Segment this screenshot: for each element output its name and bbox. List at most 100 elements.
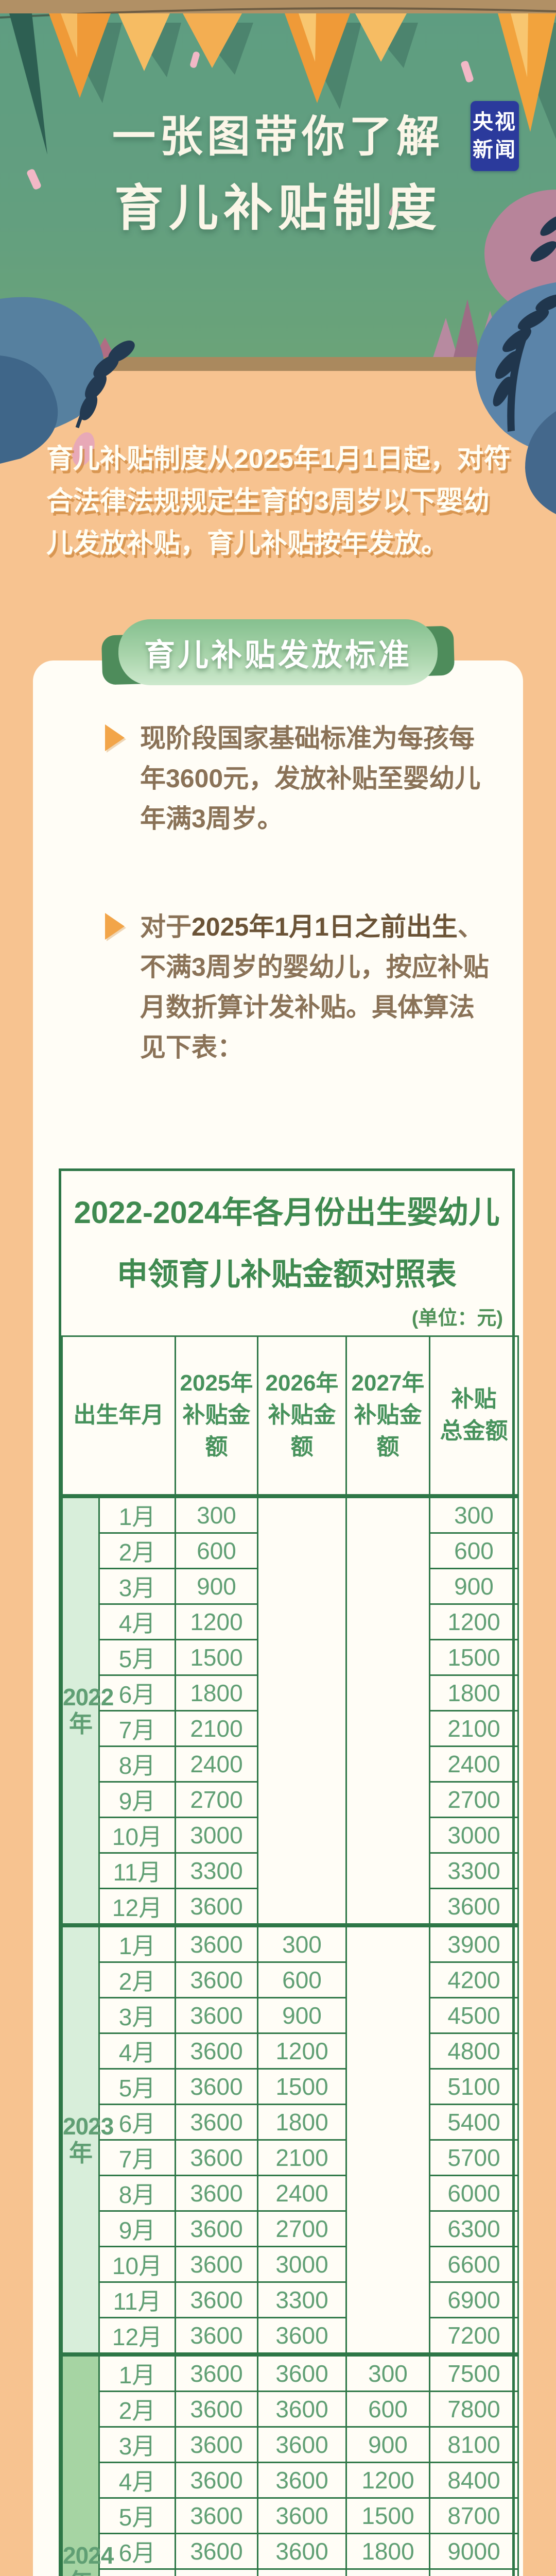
table-cell: 1800 xyxy=(257,2103,347,2141)
bullet-text-part: 、不满3周岁的婴幼儿，按应补贴月数折算计发补贴。具体算法见下表： xyxy=(140,912,489,1062)
bunting-flags-icon xyxy=(0,7,556,155)
table-cell: 2024年 xyxy=(61,2352,114,2576)
triangle-bullet-icon xyxy=(105,724,125,751)
table-cell: 3600 xyxy=(175,2352,258,2392)
triangle-bullet-icon xyxy=(105,913,125,940)
col-header-2027: 2027年 补贴金额 xyxy=(345,1335,430,1497)
table-cell: 1月 xyxy=(98,2352,176,2392)
table-cell: 2100 xyxy=(429,1709,519,1747)
table-cell: 1800 xyxy=(429,1674,519,1711)
table-cell: 5月 xyxy=(98,2067,176,2105)
table-cell: 1500 xyxy=(345,2497,430,2534)
table-cell xyxy=(345,1494,430,1926)
table-cell: 3600 xyxy=(175,2174,258,2212)
logo-text-line2: 新闻 xyxy=(473,139,517,161)
table-cell: 3900 xyxy=(429,1923,519,1963)
table-cell: 2023 年 xyxy=(61,1923,114,2355)
table-cell: 4月 xyxy=(98,2461,176,2499)
table-cell: 4月 xyxy=(98,1603,176,1640)
table-cell: 3600 xyxy=(175,2316,258,2355)
table-cell: 3600 xyxy=(257,2461,347,2499)
table-cell: 900 xyxy=(429,1567,519,1605)
table-cell: 3600 xyxy=(175,2532,258,2570)
table-cell: 3600 xyxy=(175,2103,258,2141)
table-cell: 1200 xyxy=(257,2032,347,2070)
intro-text: 育儿补贴制度从2025年1月1日起，对符合法律法规规定生育的3周岁以下婴幼儿发放… xyxy=(46,444,511,558)
table-cell: 11月 xyxy=(98,1852,176,1889)
table-cell: 2700 xyxy=(257,2210,347,2247)
table-cell: 11月 xyxy=(98,2281,176,2318)
table-cell: 2月 xyxy=(98,1961,176,1998)
cctv-news-logo: 央视 新闻 xyxy=(471,101,519,171)
table-cell: 300 xyxy=(257,1923,347,1963)
table-cell: 6600 xyxy=(429,2245,519,2283)
table-cell: 5400 xyxy=(429,2103,519,2141)
table-cell: 2400 xyxy=(429,1745,519,1783)
table-cell: 3600 xyxy=(175,2461,258,2499)
table-cell: 3600 xyxy=(175,2497,258,2534)
table-cell: 10月 xyxy=(98,2245,176,2283)
table-cell: 8100 xyxy=(429,2426,519,2463)
table-cell: 6000 xyxy=(429,2174,519,2212)
table-cell xyxy=(257,1494,347,1926)
table-cell: 8400 xyxy=(429,2461,519,2499)
table-cell: 3600 xyxy=(175,2139,258,2176)
table-cell: 3300 xyxy=(429,1852,519,1889)
subsidy-table-body: 2022 年 1月 300 300 2月 600 600 3月 900 900 4月 1200 1200 5… xyxy=(61,1494,519,2576)
table-cell: 3600 xyxy=(175,1996,258,2034)
table-cell: 900 xyxy=(257,1996,347,2034)
table-title-line2: 申领育儿补贴金额对照表 xyxy=(117,1257,457,1292)
table-cell: 3600 xyxy=(175,2426,258,2463)
table-cell: 12月 xyxy=(98,2316,176,2355)
poster-title-line1: 一张图带你了解 xyxy=(112,112,444,161)
poster-title-line2: 育儿补贴制度 xyxy=(114,181,442,236)
subsidy-table-box: 2022-2024年各月份出生婴幼儿 申领育儿补贴金额对照表 (单位：元) 出生… xyxy=(59,1168,519,2576)
table-cell: 1800 xyxy=(345,2532,430,2570)
table-cell: 3000 xyxy=(175,1816,258,1854)
table-cell xyxy=(345,1923,430,2355)
table-cell: 3600 xyxy=(175,2245,258,2283)
col-header-total: 补贴 总金额 xyxy=(429,1335,519,1497)
table-cell: 7800 xyxy=(429,2390,519,2428)
table-cell: 300 xyxy=(175,1494,258,1534)
table-cell: 3600 xyxy=(175,2067,258,2105)
table-cell: 6300 xyxy=(429,2210,519,2247)
table-cell: 3300 xyxy=(175,1852,258,1889)
table-cell: 900 xyxy=(345,2426,430,2463)
table-cell: 8700 xyxy=(429,2497,519,2534)
table-cell: 5月 xyxy=(98,2497,176,2534)
table-cell: 3600 xyxy=(175,2390,258,2428)
table-cell: 3600 xyxy=(257,2352,347,2392)
table-cell: 4200 xyxy=(429,1961,519,1998)
table-cell: 9300 xyxy=(429,2568,519,2576)
table-cell: 10月 xyxy=(98,1816,176,1854)
table-cell: 2022 年 xyxy=(61,1494,114,1926)
table-cell: 4500 xyxy=(429,1996,519,2034)
table-cell: 2月 xyxy=(98,2390,176,2428)
table-cell: 7月 xyxy=(98,2568,176,2576)
table-cell: 3月 xyxy=(98,2426,176,2463)
table-cell: 6900 xyxy=(429,2281,519,2318)
table-cell: 900 xyxy=(175,1567,258,1605)
bullet-text-bold: 2025年1月1日之前出生 xyxy=(192,912,458,941)
table-cell: 3000 xyxy=(429,1816,519,1854)
table-cell: 2100 xyxy=(345,2568,430,2576)
bullet-item: 对于2025年1月1日之前出生、不满3周岁的婴幼儿，按应补贴月数折算计发补贴。具… xyxy=(105,907,496,1067)
bullet-text: 对于2025年1月1日之前出生、不满3周岁的婴幼儿，按应补贴月数折算计发补贴。具… xyxy=(140,907,495,1067)
table-cell: 3600 xyxy=(175,2210,258,2247)
table-cell: 3600 xyxy=(429,1887,519,1926)
table-cell: 3600 xyxy=(175,1887,258,1926)
table-cell: 3600 xyxy=(175,1923,258,1963)
col-header-birth: 出生年月 xyxy=(61,1335,176,1497)
table-cell: 3600 xyxy=(175,1961,258,1998)
table-cell: 8月 xyxy=(98,1745,176,1783)
table-cell: 7200 xyxy=(429,2316,519,2355)
table-cell: 5700 xyxy=(429,2139,519,2176)
table-cell: 3月 xyxy=(98,1567,176,1605)
table-cell: 3600 xyxy=(175,2281,258,2318)
table-cell: 1800 xyxy=(175,1674,258,1711)
table-cell: 1500 xyxy=(175,1638,258,1676)
table-cell: 600 xyxy=(257,1961,347,1998)
table-cell: 600 xyxy=(345,2390,430,2428)
